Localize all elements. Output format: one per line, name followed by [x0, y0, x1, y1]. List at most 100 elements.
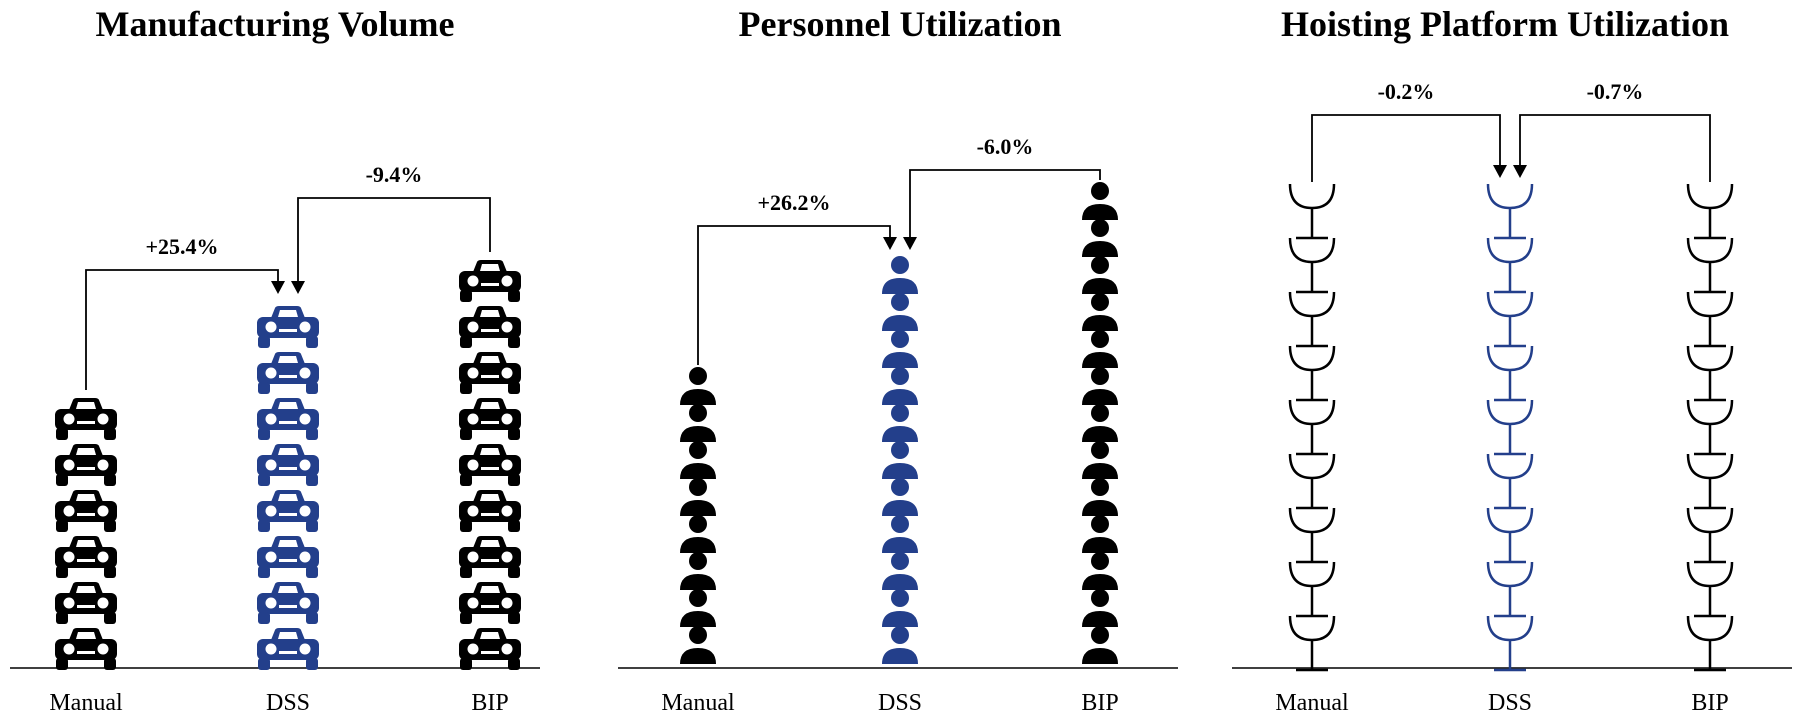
annotation-label: -0.7%	[1587, 79, 1644, 104]
car-icon	[459, 260, 521, 302]
car-icon	[55, 444, 117, 486]
person-icon	[882, 256, 918, 294]
person-icon	[1082, 219, 1118, 257]
hoist-platform-icon	[1486, 615, 1534, 672]
hoist-platform-icon	[1686, 399, 1734, 456]
hoist-platform-icon	[1686, 561, 1734, 618]
person-icon	[680, 441, 716, 479]
car-icon	[459, 444, 521, 486]
icon-stack-bip	[1686, 183, 1734, 672]
car-icon	[459, 306, 521, 348]
category-label: DSS	[266, 690, 310, 716]
person-icon	[882, 626, 918, 664]
person-icon	[882, 404, 918, 442]
annotation-arrows	[85, 197, 491, 390]
icon-stack-bip	[459, 260, 521, 670]
panel-personnel-utilization: Personnel Utilization +26.2% -6.0% Manua…	[618, 4, 1178, 716]
hoist-platform-icon	[1486, 345, 1534, 402]
hoist-platform-icon	[1686, 183, 1734, 240]
category-label: DSS	[1488, 690, 1532, 716]
panel-title: Personnel Utilization	[739, 4, 1062, 44]
hoist-platform-icon	[1486, 561, 1534, 618]
car-icon	[257, 582, 319, 624]
person-icon	[1082, 404, 1118, 442]
arrow-head	[271, 281, 285, 294]
hoist-platform-icon	[1486, 291, 1534, 348]
panel-title: Manufacturing Volume	[95, 4, 454, 44]
car-icon	[257, 398, 319, 440]
annotation-label: -6.0%	[977, 134, 1034, 159]
person-icon	[882, 367, 918, 405]
car-icon	[459, 628, 521, 670]
category-label: Manual	[49, 690, 123, 716]
annotation-label: +25.4%	[145, 234, 218, 259]
hoist-platform-icon	[1288, 183, 1336, 240]
arrow-head	[291, 281, 305, 294]
person-icon	[1082, 367, 1118, 405]
car-icon	[55, 536, 117, 578]
person-icon	[1082, 626, 1118, 664]
person-icon	[882, 293, 918, 331]
icon-stacks	[55, 260, 521, 670]
hoist-platform-icon	[1686, 507, 1734, 564]
hoist-platform-icon	[1686, 237, 1734, 294]
car-icon	[459, 582, 521, 624]
hoist-platform-icon	[1288, 507, 1336, 564]
icon-stacks	[680, 182, 1118, 664]
car-icon	[257, 306, 319, 348]
hoist-platform-icon	[1486, 507, 1534, 564]
hoist-platform-icon	[1686, 615, 1734, 672]
person-icon	[1082, 330, 1118, 368]
icon-stacks	[1288, 183, 1734, 672]
icon-stack-dss	[257, 306, 319, 670]
person-icon	[1082, 515, 1118, 553]
icon-stack-manual	[680, 367, 716, 664]
person-icon	[1082, 552, 1118, 590]
hoist-platform-icon	[1288, 561, 1336, 618]
person-icon	[1082, 441, 1118, 479]
icon-stack-bip	[1082, 182, 1118, 664]
person-icon	[680, 367, 716, 405]
person-icon	[1082, 182, 1118, 220]
hoist-platform-icon	[1686, 291, 1734, 348]
arrow-head	[1513, 165, 1527, 178]
car-icon	[55, 490, 117, 532]
icon-stack-manual	[55, 398, 117, 670]
person-icon	[680, 515, 716, 553]
car-icon	[459, 352, 521, 394]
category-label: BIP	[1691, 690, 1728, 716]
person-icon	[882, 589, 918, 627]
icon-stack-manual	[1288, 183, 1336, 672]
icon-stack-dss	[1486, 183, 1534, 672]
arrow-head	[1493, 165, 1507, 178]
hoist-platform-icon	[1486, 399, 1534, 456]
annotation-arrow	[85, 269, 279, 390]
category-label: BIP	[471, 690, 508, 716]
car-icon	[459, 490, 521, 532]
car-icon	[55, 628, 117, 670]
annotation-arrow	[697, 225, 891, 365]
car-icon	[257, 536, 319, 578]
person-icon	[1082, 589, 1118, 627]
hoist-platform-icon	[1288, 615, 1336, 672]
category-label: BIP	[1081, 690, 1118, 716]
annotation-label: -9.4%	[366, 162, 423, 187]
hoist-platform-icon	[1486, 237, 1534, 294]
person-icon	[882, 552, 918, 590]
person-icon	[680, 589, 716, 627]
icon-stack-dss	[882, 256, 918, 664]
car-icon	[459, 536, 521, 578]
person-icon	[680, 626, 716, 664]
annotation-label: +26.2%	[757, 190, 830, 215]
car-icon	[257, 444, 319, 486]
annotation-arrows	[1311, 114, 1711, 182]
panel-title: Hoisting Platform Utilization	[1281, 4, 1729, 44]
arrow-head	[903, 237, 917, 250]
arrow-head	[883, 237, 897, 250]
annotation-arrow	[1519, 114, 1711, 182]
annotation-label: -0.2%	[1378, 79, 1435, 104]
annotation-arrow	[1311, 114, 1501, 182]
person-icon	[882, 478, 918, 516]
hoist-platform-icon	[1686, 453, 1734, 510]
person-icon	[882, 515, 918, 553]
